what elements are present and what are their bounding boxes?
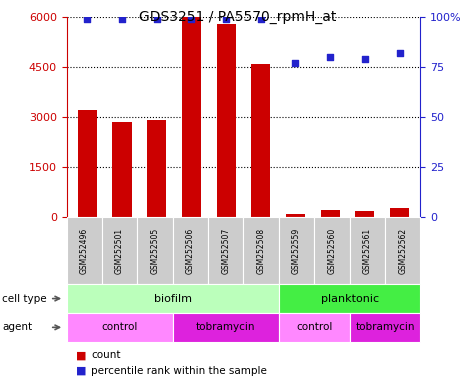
- Bar: [182, 17, 201, 217]
- Point: [361, 56, 369, 62]
- Text: tobramycin: tobramycin: [196, 322, 256, 333]
- Text: GSM252560: GSM252560: [327, 227, 336, 274]
- Text: planktonic: planktonic: [321, 293, 379, 304]
- Point: [326, 54, 334, 60]
- Text: ■: ■: [76, 366, 86, 376]
- Text: GSM252562: GSM252562: [398, 227, 407, 274]
- Text: GSM252496: GSM252496: [80, 227, 89, 274]
- Text: GSM252501: GSM252501: [115, 227, 124, 274]
- Bar: [355, 211, 374, 217]
- Text: control: control: [101, 322, 138, 333]
- Point: [257, 16, 265, 22]
- Bar: [217, 24, 236, 217]
- Text: biofilm: biofilm: [153, 293, 191, 304]
- Bar: [147, 121, 166, 217]
- Text: GSM252508: GSM252508: [256, 227, 266, 274]
- Point: [118, 16, 126, 22]
- Text: GDS3251 / PA5570_rpmH_at: GDS3251 / PA5570_rpmH_at: [139, 10, 336, 23]
- Text: GSM252507: GSM252507: [221, 227, 230, 274]
- Text: tobramycin: tobramycin: [355, 322, 415, 333]
- Point: [188, 16, 195, 22]
- Bar: [286, 214, 305, 217]
- Text: cell type: cell type: [2, 293, 47, 304]
- Bar: [78, 111, 97, 217]
- Text: GSM252559: GSM252559: [292, 227, 301, 274]
- Bar: [251, 64, 270, 217]
- Bar: [113, 122, 132, 217]
- Point: [222, 16, 230, 22]
- Bar: [390, 208, 409, 217]
- Text: percentile rank within the sample: percentile rank within the sample: [91, 366, 267, 376]
- Text: GSM252561: GSM252561: [363, 227, 372, 274]
- Point: [84, 16, 91, 22]
- Text: ■: ■: [76, 350, 86, 360]
- Text: agent: agent: [2, 322, 32, 333]
- Text: GSM252506: GSM252506: [186, 227, 195, 274]
- Text: control: control: [296, 322, 332, 333]
- Text: GSM252505: GSM252505: [151, 227, 160, 274]
- Point: [153, 16, 161, 22]
- Text: count: count: [91, 350, 121, 360]
- Point: [396, 50, 403, 56]
- Bar: [321, 210, 340, 217]
- Point: [292, 60, 299, 66]
